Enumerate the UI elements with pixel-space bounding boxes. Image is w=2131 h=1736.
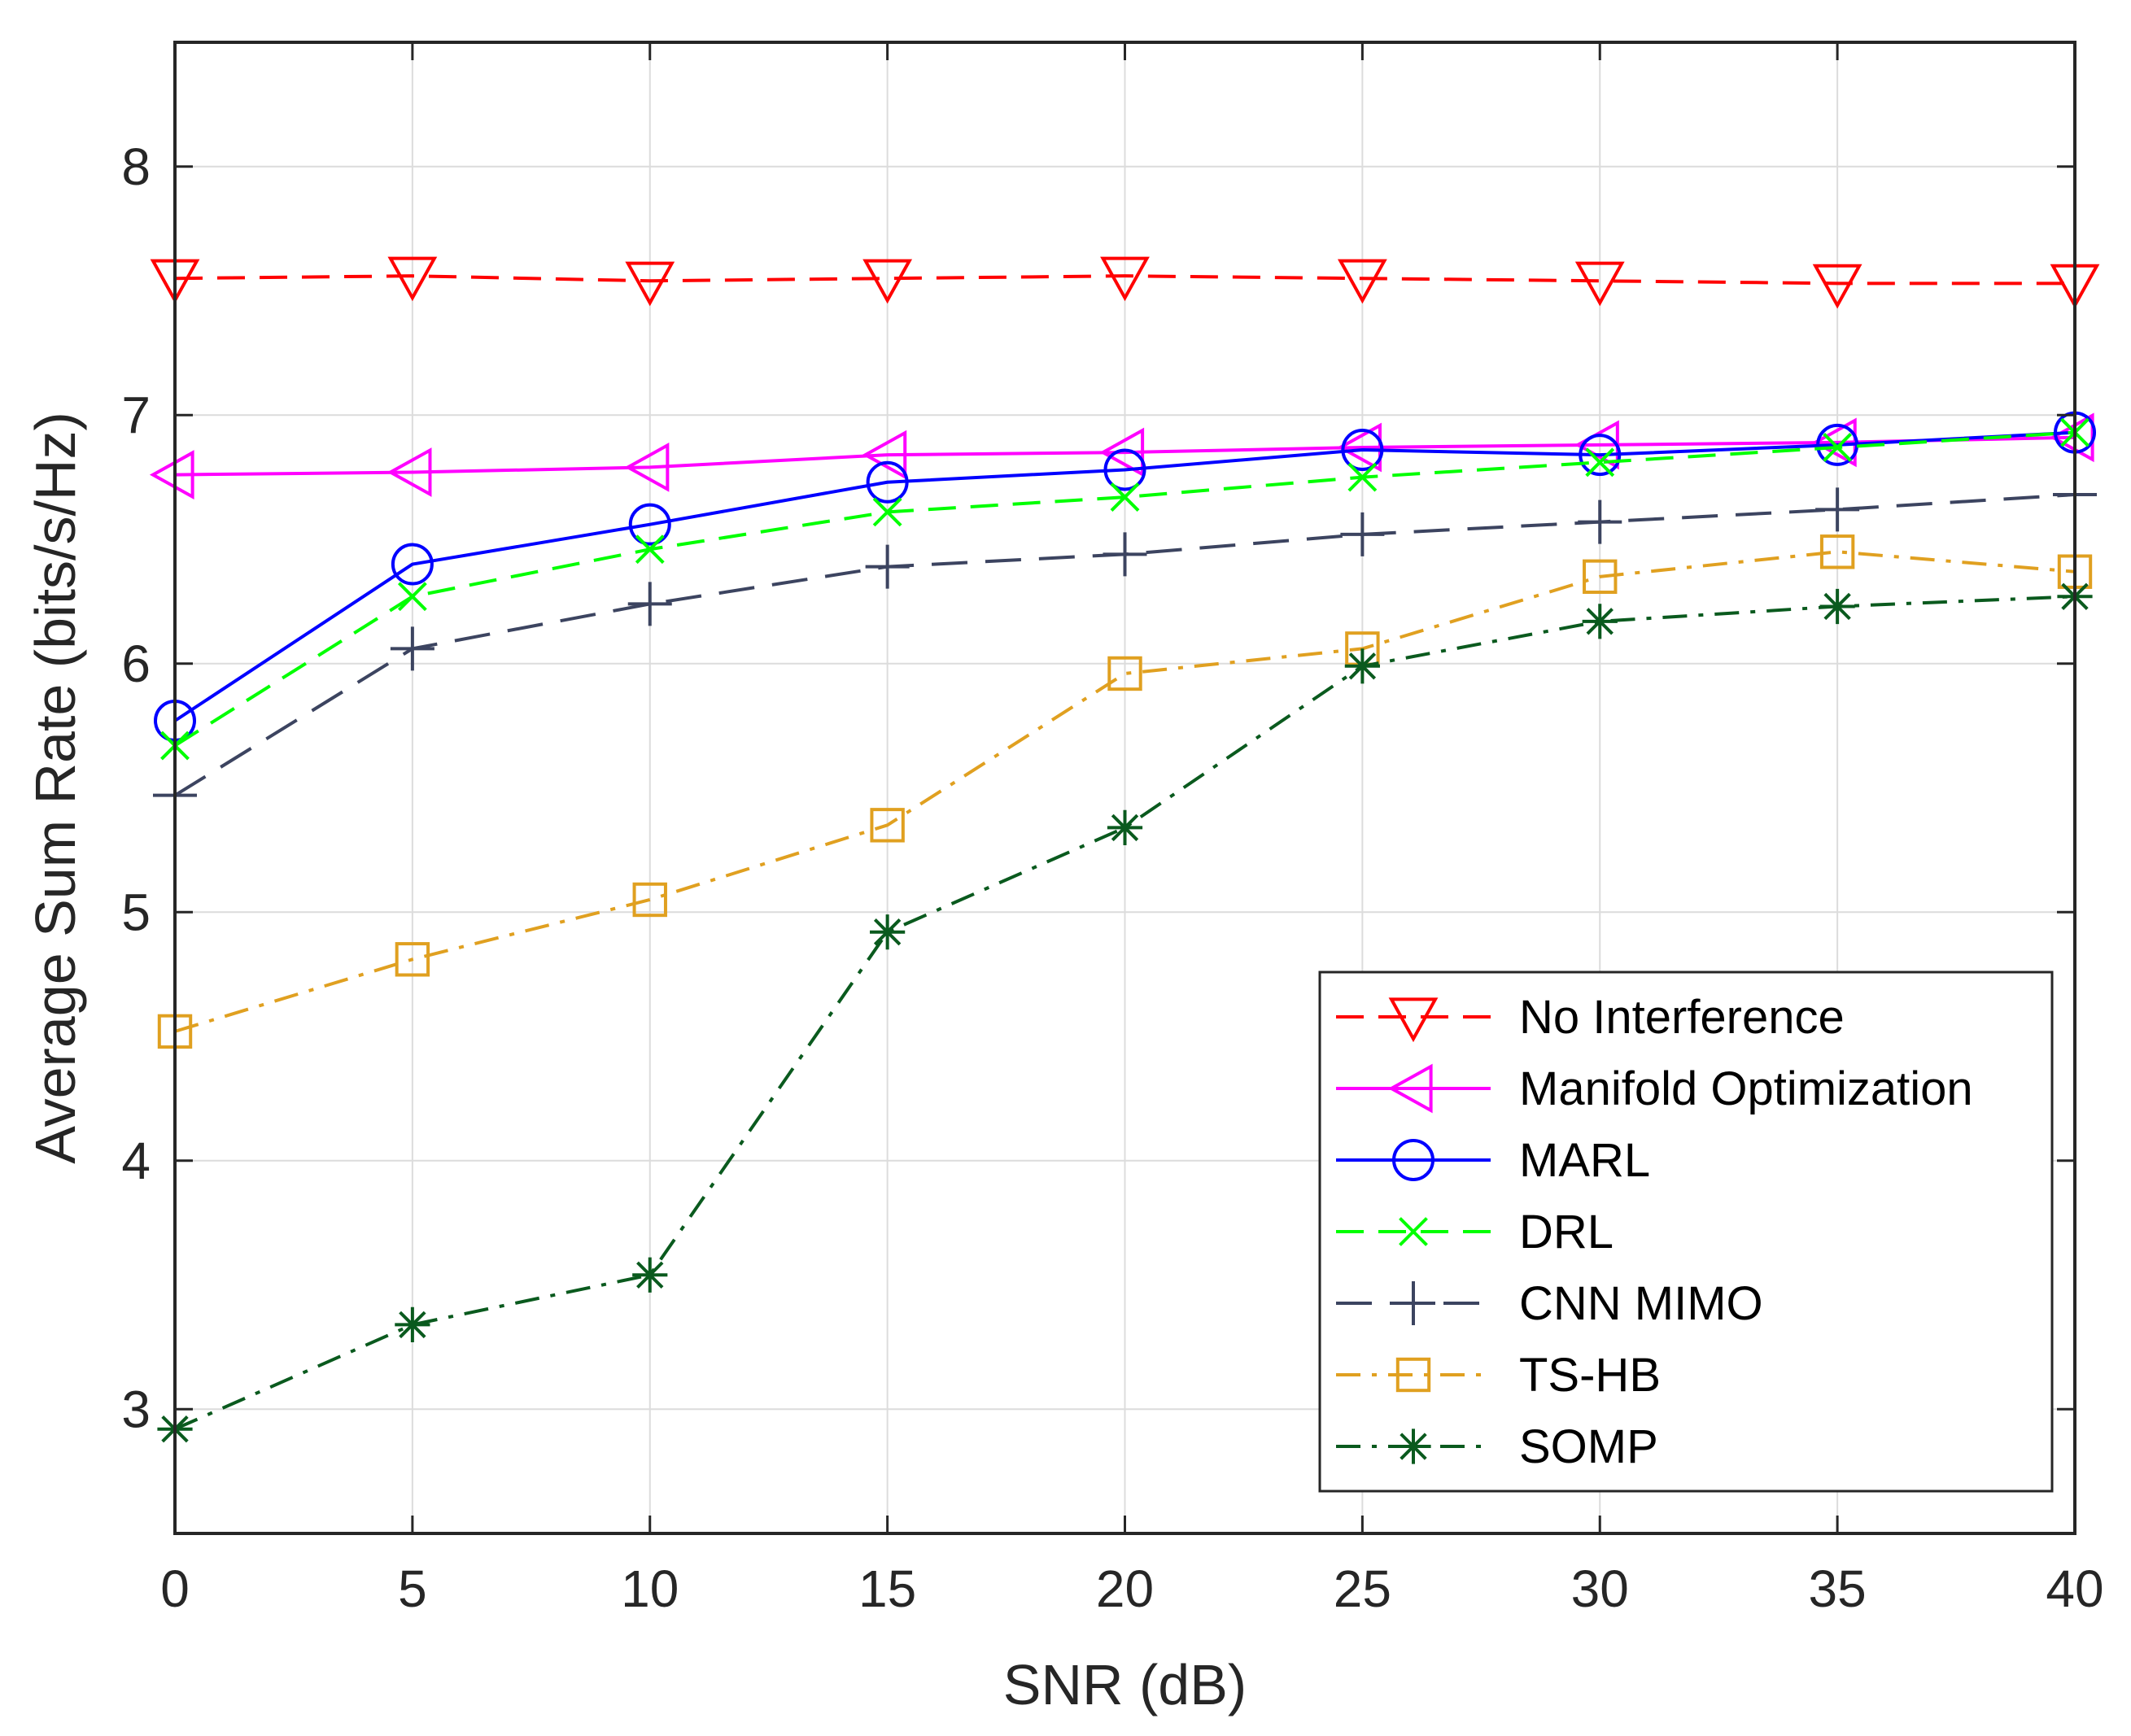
x-tick-label: 20 <box>1096 1559 1154 1618</box>
y-tick-label: 4 <box>121 1132 151 1190</box>
x-tick-label: 25 <box>1334 1559 1391 1618</box>
axis-ticks: 0 5 10 15 20 25 30 35 40 3 4 5 6 7 8 <box>121 42 2104 1618</box>
y-tick-label: 5 <box>121 883 151 941</box>
data-point <box>632 882 667 918</box>
legend-item: DRL <box>1336 1206 1614 1258</box>
data-point <box>1815 487 1860 532</box>
series-line <box>174 550 2076 1033</box>
legend-marker <box>1399 1217 1428 1246</box>
data-point <box>1823 433 1853 462</box>
data-point <box>1583 559 1618 595</box>
data-point <box>387 256 438 302</box>
legend-marker <box>1392 1139 1434 1181</box>
legend-label: No Interference <box>1519 991 1845 1044</box>
x-tick-label: 15 <box>858 1559 916 1618</box>
data-point <box>1341 429 1384 472</box>
data-point <box>149 450 194 499</box>
data-point <box>1574 261 1625 307</box>
y-axis-label: Average Sum Rate (bits/s/Hz) <box>24 412 87 1164</box>
x-tick-label: 30 <box>1571 1559 1629 1618</box>
data-point <box>1337 259 1387 304</box>
series-manifold-optimization <box>149 412 2094 499</box>
y-tick-label: 6 <box>121 635 151 693</box>
y-tick-label: 8 <box>121 137 151 196</box>
legend-label: TS-HB <box>1519 1349 1661 1402</box>
data-point <box>632 1257 668 1293</box>
y-tick-label: 3 <box>121 1380 151 1438</box>
series-no-interference <box>150 256 2100 309</box>
data-point <box>862 430 907 480</box>
data-point <box>1340 512 1385 556</box>
legend-marker <box>1387 1063 1433 1114</box>
data-point <box>872 497 902 527</box>
data-point <box>1812 264 1862 309</box>
y-tick-label: 7 <box>121 386 151 444</box>
legend-label: MARL <box>1519 1134 1650 1187</box>
legend-item: MARL <box>1336 1134 1650 1187</box>
x-tick-label: 10 <box>621 1559 679 1618</box>
data-point <box>1582 604 1618 639</box>
data-point <box>1344 648 1380 684</box>
data-point <box>1107 656 1142 691</box>
data-point <box>1337 422 1382 473</box>
x-axis-label: SNR (dB) <box>1003 1653 1247 1716</box>
data-point <box>627 582 672 626</box>
data-point <box>1103 532 1147 577</box>
data-point <box>1347 462 1378 492</box>
legend-item: SOMP <box>1336 1420 1658 1473</box>
x-tick-label: 0 <box>160 1559 190 1618</box>
data-point <box>1578 499 1622 544</box>
series-drl <box>160 417 2090 761</box>
series-line <box>174 435 2076 477</box>
data-point <box>395 942 430 977</box>
legend-marker <box>1391 1281 1435 1325</box>
x-tick-label: 5 <box>398 1559 427 1618</box>
data-point <box>862 259 913 304</box>
data-point <box>870 914 906 950</box>
series-line <box>173 430 2076 722</box>
data-point <box>625 261 675 307</box>
data-point <box>866 460 909 504</box>
legend-item: TS-HB <box>1336 1349 1661 1402</box>
data-point <box>391 543 434 586</box>
legend-marker <box>1395 1428 1431 1464</box>
x-tick-label: 35 <box>1809 1559 1867 1618</box>
series-line <box>174 274 2075 286</box>
data-point <box>397 582 427 612</box>
legend-label: CNN MIMO <box>1519 1277 1763 1330</box>
data-point <box>1103 448 1146 491</box>
data-point <box>1819 588 1855 625</box>
series-group <box>149 256 2100 1447</box>
legend-item: CNN MIMO <box>1336 1277 1763 1330</box>
data-point <box>635 534 665 565</box>
data-point <box>1100 256 1150 302</box>
legend-item: Manifold Optimization <box>1336 1062 1973 1115</box>
legend-label: SOMP <box>1519 1420 1658 1473</box>
data-point <box>1107 809 1143 845</box>
legend-item: No Interference <box>1336 991 1845 1044</box>
legend-label: Manifold Optimization <box>1519 1062 1973 1115</box>
legend-label: DRL <box>1519 1206 1614 1258</box>
data-point <box>1110 482 1140 512</box>
legend-marker <box>1395 1357 1431 1393</box>
data-point <box>386 447 432 497</box>
data-point <box>1579 434 1622 477</box>
data-point <box>628 503 671 546</box>
data-point <box>390 626 434 671</box>
x-tick-label: 40 <box>2046 1559 2103 1618</box>
data-point <box>1099 427 1145 478</box>
data-point <box>865 544 910 589</box>
data-point <box>1585 447 1615 478</box>
data-point <box>624 443 670 492</box>
data-point <box>870 808 905 843</box>
data-point <box>395 1306 430 1342</box>
data-point <box>1819 534 1855 569</box>
legend: No Interference Manifold Optimization MARL… <box>1318 971 2054 1493</box>
legend-marker <box>1388 997 1439 1043</box>
series-line <box>173 430 2076 748</box>
